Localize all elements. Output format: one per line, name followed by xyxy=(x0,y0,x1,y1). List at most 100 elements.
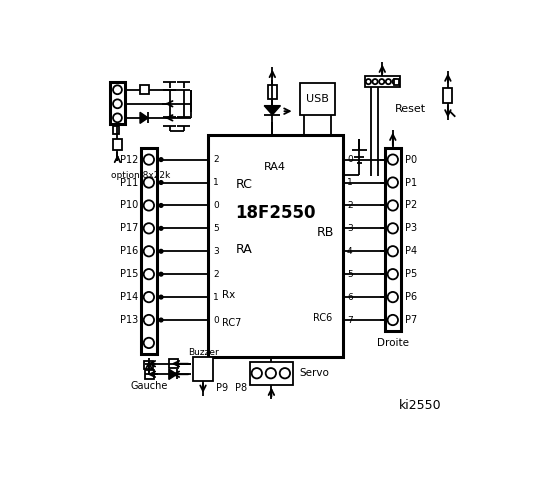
Circle shape xyxy=(159,318,163,322)
Text: P16: P16 xyxy=(120,246,138,256)
Text: ki2550: ki2550 xyxy=(399,398,441,411)
Circle shape xyxy=(159,227,163,230)
Circle shape xyxy=(159,272,163,276)
Bar xyxy=(113,139,122,150)
Circle shape xyxy=(388,292,398,302)
Bar xyxy=(250,362,293,384)
Text: P12: P12 xyxy=(120,155,138,165)
Text: P5: P5 xyxy=(405,269,418,279)
Circle shape xyxy=(113,113,122,122)
Text: option 8x22k: option 8x22k xyxy=(112,171,171,180)
Text: P17: P17 xyxy=(120,223,138,233)
Bar xyxy=(141,148,156,354)
Circle shape xyxy=(144,200,154,211)
Circle shape xyxy=(373,79,378,84)
Bar xyxy=(109,82,125,124)
Bar xyxy=(207,135,342,357)
Text: P9: P9 xyxy=(216,384,228,394)
Circle shape xyxy=(159,250,163,253)
Circle shape xyxy=(393,79,398,84)
Text: 1: 1 xyxy=(213,178,219,187)
Circle shape xyxy=(113,85,122,94)
Circle shape xyxy=(386,79,391,84)
Text: 18F2550: 18F2550 xyxy=(235,204,315,222)
Text: 6: 6 xyxy=(347,293,353,301)
Bar xyxy=(145,370,154,379)
Text: 5: 5 xyxy=(213,224,219,233)
Text: 5: 5 xyxy=(347,270,353,279)
Text: 2: 2 xyxy=(347,201,353,210)
Circle shape xyxy=(144,338,154,348)
Text: P11: P11 xyxy=(120,178,138,188)
Text: P6: P6 xyxy=(405,292,417,302)
Circle shape xyxy=(280,368,290,378)
Text: 7: 7 xyxy=(347,315,353,324)
Text: P15: P15 xyxy=(120,269,138,279)
Text: RC7: RC7 xyxy=(222,318,242,328)
Text: 3: 3 xyxy=(347,224,353,233)
Circle shape xyxy=(388,155,398,165)
Circle shape xyxy=(159,295,163,299)
Text: P3: P3 xyxy=(405,223,417,233)
Circle shape xyxy=(144,155,154,165)
Text: RC6: RC6 xyxy=(313,313,332,323)
Text: P14: P14 xyxy=(120,292,138,302)
Text: Droite: Droite xyxy=(377,337,409,348)
Circle shape xyxy=(388,315,398,325)
Text: RA4: RA4 xyxy=(264,162,286,172)
Text: P13: P13 xyxy=(120,315,138,325)
Text: Servo: Servo xyxy=(299,368,329,378)
Text: 2: 2 xyxy=(213,270,219,279)
Polygon shape xyxy=(140,112,148,123)
Circle shape xyxy=(144,246,154,256)
Text: Reset: Reset xyxy=(395,104,426,114)
Text: P1: P1 xyxy=(405,178,417,188)
Bar xyxy=(193,357,213,381)
Polygon shape xyxy=(264,106,280,115)
Circle shape xyxy=(144,223,154,234)
Circle shape xyxy=(379,79,384,84)
Circle shape xyxy=(366,79,371,84)
Bar xyxy=(444,88,452,103)
Text: 0: 0 xyxy=(347,155,353,164)
Circle shape xyxy=(159,204,163,207)
Circle shape xyxy=(388,269,398,279)
Circle shape xyxy=(265,368,276,378)
Circle shape xyxy=(159,180,163,184)
Text: 3: 3 xyxy=(213,247,219,256)
Circle shape xyxy=(388,223,398,234)
Text: Buzzer: Buzzer xyxy=(187,348,218,357)
Bar xyxy=(385,148,400,332)
Text: P8: P8 xyxy=(235,384,247,394)
Text: P2: P2 xyxy=(405,201,418,210)
Bar xyxy=(365,76,400,87)
Text: RB: RB xyxy=(317,226,334,239)
Circle shape xyxy=(144,269,154,279)
Text: 1: 1 xyxy=(347,178,353,187)
Text: RC: RC xyxy=(236,178,252,191)
Text: 2: 2 xyxy=(213,155,219,164)
Circle shape xyxy=(388,246,398,256)
Text: Gauche: Gauche xyxy=(130,381,168,391)
Bar xyxy=(113,126,119,134)
Text: P7: P7 xyxy=(405,315,418,325)
Text: 1: 1 xyxy=(213,293,219,301)
Bar xyxy=(394,79,399,84)
Text: 0: 0 xyxy=(213,315,219,324)
Circle shape xyxy=(144,315,154,325)
Text: P4: P4 xyxy=(405,246,417,256)
Circle shape xyxy=(159,158,163,161)
Circle shape xyxy=(113,99,122,108)
Bar xyxy=(300,84,335,115)
Bar xyxy=(144,361,153,369)
Text: 4: 4 xyxy=(347,247,353,256)
Bar xyxy=(268,84,276,99)
Circle shape xyxy=(144,292,154,302)
Circle shape xyxy=(252,368,262,378)
Text: Rx: Rx xyxy=(222,290,236,300)
Text: 0: 0 xyxy=(213,201,219,210)
Text: USB: USB xyxy=(306,94,329,104)
Bar xyxy=(169,359,178,368)
Bar xyxy=(140,85,149,94)
Text: P10: P10 xyxy=(120,201,138,210)
